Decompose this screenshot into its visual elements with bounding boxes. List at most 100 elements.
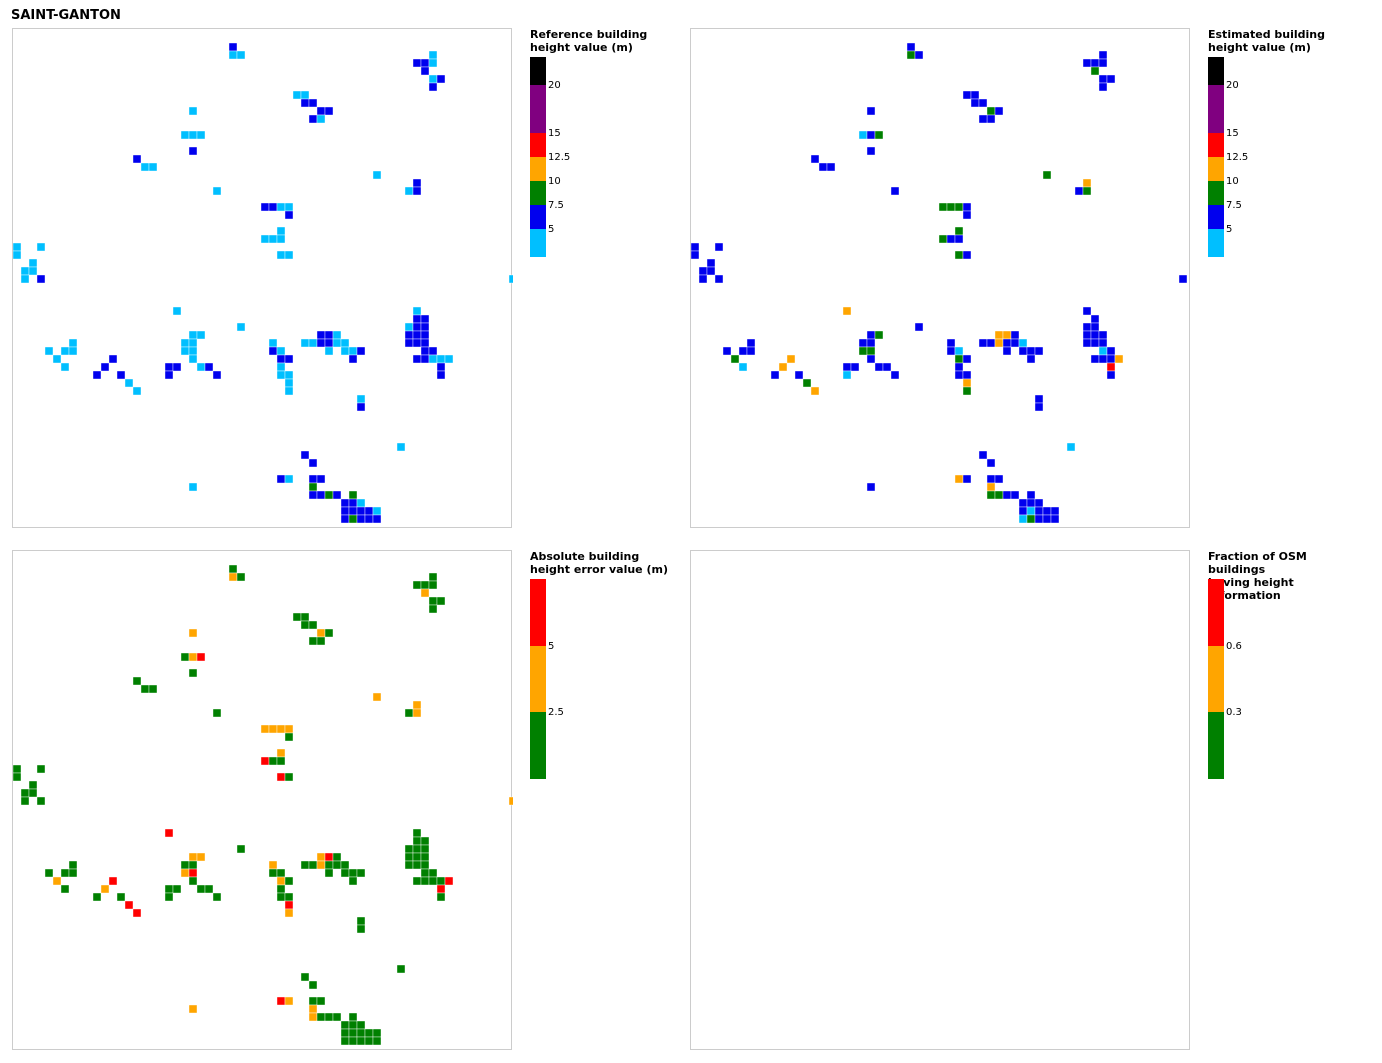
reference-cell [36, 242, 46, 252]
estimated-legend-title-line2: height value (m) [1208, 41, 1311, 54]
error-legend-title-line1: Absolute building [530, 550, 640, 563]
error-cell [188, 852, 198, 862]
reference-cell [172, 306, 182, 316]
error-cell [196, 884, 206, 894]
reference-cell [188, 338, 198, 348]
reference-cell [276, 250, 286, 260]
estimated-cell [962, 386, 972, 396]
error-cell [148, 684, 158, 694]
estimated-colorbar: 20 15 12.5 10 7.5 5 [1208, 57, 1248, 257]
estimated-cell [810, 154, 820, 164]
reference-cell [412, 330, 422, 340]
estimated-cell [962, 370, 972, 380]
reference-height-map [12, 28, 513, 528]
error-colorbar: 5 2.5 [530, 579, 564, 779]
estimated-cell [954, 362, 964, 372]
estimated-cell [1034, 394, 1044, 404]
reference-cell [340, 498, 350, 508]
reference-cell [420, 314, 430, 324]
error-cell [284, 900, 294, 910]
reference-cell [284, 250, 294, 260]
reference-cell [420, 354, 430, 364]
estimated-cell [938, 234, 948, 244]
estimated-cell [1026, 498, 1036, 508]
estimated-cell [962, 250, 972, 260]
reference-cell [356, 402, 366, 412]
reference-cell [412, 338, 422, 348]
error-cell [276, 876, 286, 886]
error-cell [44, 868, 54, 878]
estimated-cell [1098, 354, 1108, 364]
estimated-cell [1106, 74, 1116, 84]
estimated-cell [1090, 354, 1100, 364]
estimated-cell [954, 226, 964, 236]
reference-legend-title-line1: Reference building [530, 28, 648, 41]
legend-swatch [1208, 157, 1224, 181]
legend-swatch [1208, 646, 1224, 712]
estimated-cell [994, 330, 1004, 340]
legend-swatch [530, 181, 546, 205]
error-cell [436, 596, 446, 606]
estimated-cell [986, 458, 996, 468]
error-cell [348, 1036, 358, 1046]
estimated-cell [1106, 346, 1116, 356]
estimated-cell [1042, 170, 1052, 180]
reference-cell [180, 338, 190, 348]
error-cell [348, 1020, 358, 1030]
legend-tick-label: 0.6 [1226, 641, 1242, 652]
estimated-cell [1090, 66, 1100, 76]
reference-cell [308, 114, 318, 124]
error-cell [188, 868, 198, 878]
error-cell [284, 996, 294, 1006]
error-cell [276, 772, 286, 782]
reference-cell [52, 354, 62, 364]
estimated-cell [954, 370, 964, 380]
reference-cell [436, 370, 446, 380]
reference-cell [196, 130, 206, 140]
reference-cell [44, 346, 54, 356]
estimated-cell [962, 354, 972, 364]
estimated-cell [1050, 514, 1060, 524]
reference-legend-title-line2: height value (m) [530, 41, 633, 54]
estimated-cell [1026, 506, 1036, 516]
error-cell [172, 884, 182, 894]
fraction-colorbar: 0.6 0.3 [1208, 579, 1242, 779]
error-cell [356, 868, 366, 878]
error-cell [308, 1004, 318, 1014]
reference-cell [124, 378, 134, 388]
reference-cell [356, 506, 366, 516]
estimated-cell [1098, 330, 1108, 340]
legend-tick-label: 20 [1226, 80, 1239, 91]
reference-cell [308, 474, 318, 484]
legend-tick-label: 20 [548, 80, 561, 91]
reference-cell [372, 514, 382, 524]
reference-cell [284, 354, 294, 364]
error-cell [284, 772, 294, 782]
error-cell [332, 852, 342, 862]
estimated-cell [986, 338, 996, 348]
error-cell [324, 1012, 334, 1022]
error-cell [100, 884, 110, 894]
estimated-cell [866, 330, 876, 340]
error-cell [372, 1036, 382, 1046]
reference-cell [188, 346, 198, 356]
reference-cell [180, 346, 190, 356]
error-legend-title-line2: height error value (m) [530, 563, 668, 576]
reference-cell [196, 362, 206, 372]
estimated-cell [1090, 314, 1100, 324]
estimated-cell [914, 322, 924, 332]
reference-cell [292, 90, 302, 100]
error-cell [308, 996, 318, 1006]
error-cell [28, 788, 38, 798]
estimated-cell [1002, 490, 1012, 500]
reference-cell [172, 362, 182, 372]
error-cell [428, 580, 438, 590]
reference-cell [284, 202, 294, 212]
estimated-cell [738, 362, 748, 372]
error-cell [180, 652, 190, 662]
estimated-cell [698, 274, 708, 284]
estimated-cell [1074, 186, 1084, 196]
reference-cell [268, 234, 278, 244]
error-cell [420, 876, 430, 886]
estimated-cell [954, 354, 964, 364]
